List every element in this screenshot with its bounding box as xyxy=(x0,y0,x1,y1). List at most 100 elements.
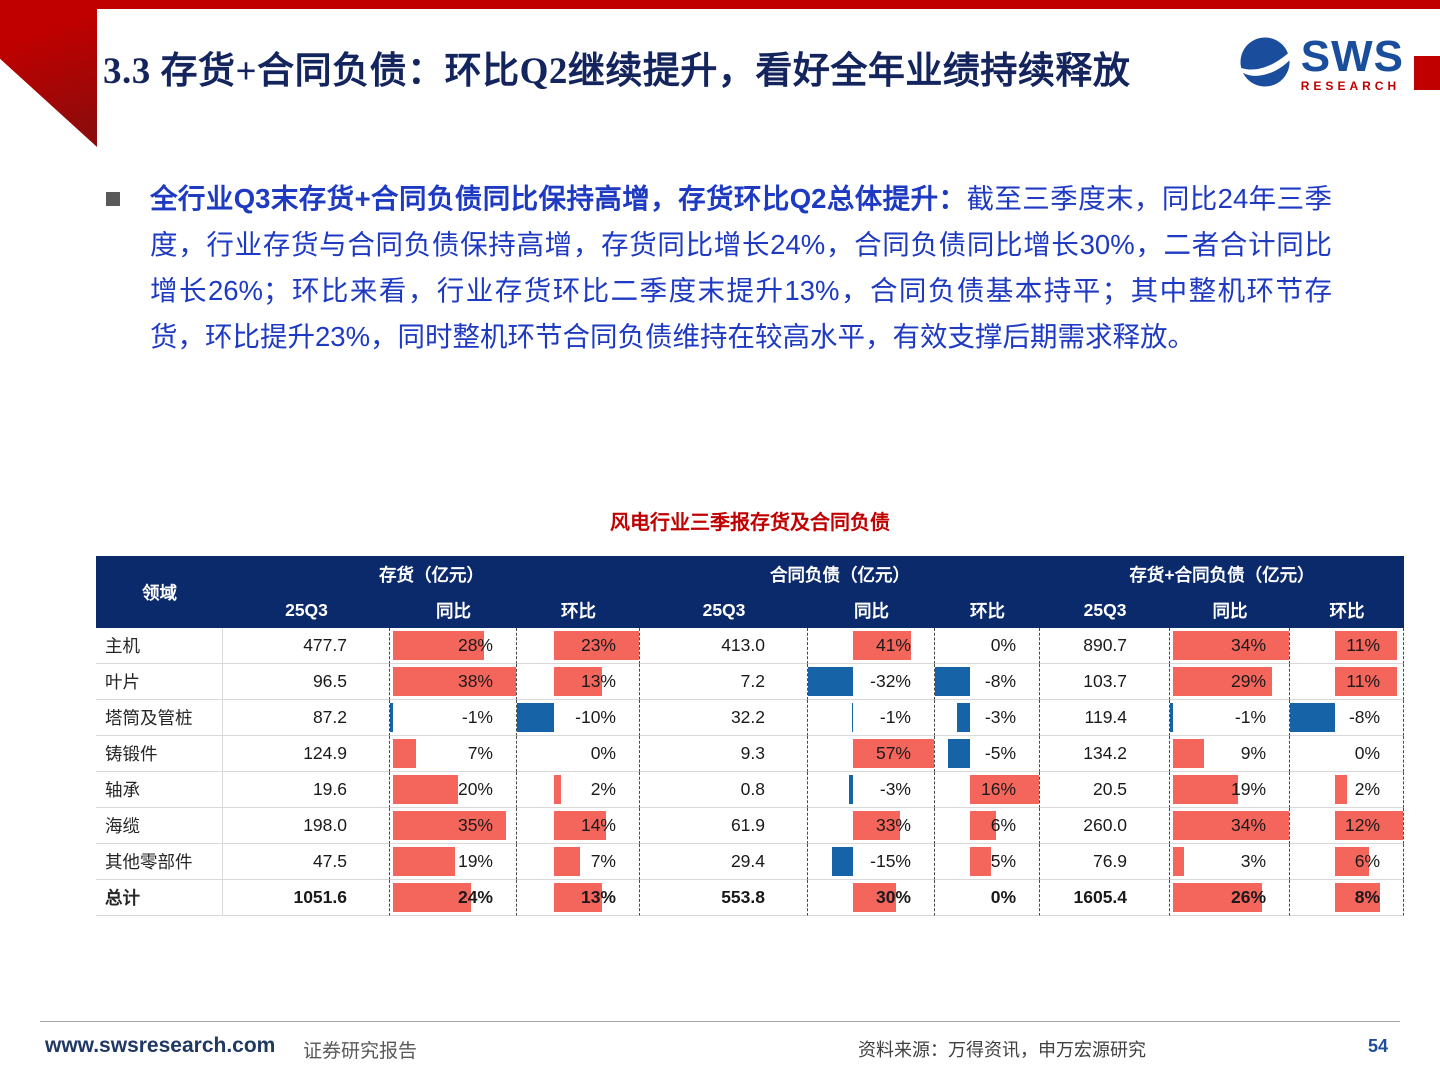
percent-value: 7% xyxy=(590,851,616,871)
value-cell: 61.9 xyxy=(640,808,808,844)
bullet-text: 全行业Q3末存货+合同负债同比保持高增，存货环比Q2总体提升：截至三季度末，同比… xyxy=(150,176,1332,360)
percent-cell: 0% xyxy=(517,736,640,772)
percent-value: -32% xyxy=(870,671,911,691)
row-label: 塔筒及管桩 xyxy=(96,700,223,736)
percent-value: 7% xyxy=(467,743,493,763)
percent-cell: 6% xyxy=(1290,844,1405,880)
percent-value: 6% xyxy=(1354,851,1381,871)
percent-cell: 13% xyxy=(517,880,640,916)
percent-value: 34% xyxy=(1231,635,1267,655)
percent-cell: -10% xyxy=(517,700,640,736)
percent-value: 2% xyxy=(590,779,616,799)
percent-value: 19% xyxy=(457,851,493,871)
percent-cell: 7% xyxy=(390,736,517,772)
percent-value: 19% xyxy=(1231,779,1267,799)
percent-cell: 16% xyxy=(935,772,1041,808)
percent-value: 13% xyxy=(580,887,616,907)
value-cell: 76.9 xyxy=(1040,844,1171,880)
bullet-body: 截至三季度末，同比24年三季度，行业存货与合同负债保持高增，存货同比增长24%，… xyxy=(150,183,1332,352)
column-sub-header: 同比 xyxy=(1170,592,1291,628)
value-cell: 890.7 xyxy=(1040,628,1171,664)
percent-value: 23% xyxy=(580,635,616,655)
footer-report-type: 证券研究报告 xyxy=(303,1041,418,1062)
percent-value: 33% xyxy=(875,815,911,835)
percent-value: -15% xyxy=(870,851,911,871)
data-bar xyxy=(853,631,912,660)
bullet-square-icon xyxy=(106,192,120,206)
percent-value: 24% xyxy=(457,887,493,907)
column-sub-header: 同比 xyxy=(808,592,935,628)
bullet-lead: 全行业Q3末存货+合同负债同比保持高增，存货环比Q2总体提升： xyxy=(150,183,967,214)
percent-value: 3% xyxy=(1240,851,1267,871)
percent-cell: -3% xyxy=(935,700,1041,736)
data-bar xyxy=(1173,631,1290,660)
percent-cell: 11% xyxy=(1290,664,1405,700)
data-bar xyxy=(1173,883,1262,912)
table-row: 总计 1051.6 24% 13% 553.8 30% 0% 1605.4 26% 8% xyxy=(96,880,1405,916)
percent-value: 38% xyxy=(457,671,493,691)
percent-cell: -1% xyxy=(390,700,517,736)
percent-value: 26% xyxy=(1231,887,1267,907)
value-cell: 29.4 xyxy=(640,844,808,880)
data-bar xyxy=(1335,883,1381,912)
column-group-header: 存货（亿元） xyxy=(223,556,640,592)
percent-value: -10% xyxy=(575,707,616,727)
data-bar xyxy=(851,703,854,732)
column-group-header: 合同负债（亿元） xyxy=(640,556,1041,592)
inventory-table: 领域 存货（亿元） 合同负债（亿元） 存货+合同负债（亿元） 25Q3 同比 环比 25Q3… xyxy=(96,556,1405,916)
value-cell: 20.5 xyxy=(1040,772,1171,808)
value-cell: 0.8 xyxy=(640,772,808,808)
percent-value: -3% xyxy=(984,707,1017,727)
footer-divider xyxy=(40,1021,1400,1022)
data-bar xyxy=(393,739,416,768)
percent-cell: 6% xyxy=(935,808,1041,844)
percent-value: 16% xyxy=(981,779,1017,799)
percent-cell: 34% xyxy=(1170,628,1291,664)
percent-value: 6% xyxy=(990,815,1017,835)
data-bar xyxy=(849,775,854,804)
value-cell: 477.7 xyxy=(223,628,390,664)
top-red-strip xyxy=(0,0,1440,9)
column-sub-header: 环比 xyxy=(1290,592,1405,628)
column-group-header: 存货+合同负债（亿元） xyxy=(1040,556,1405,592)
percent-cell: -3% xyxy=(808,772,935,808)
data-bar xyxy=(1173,847,1184,876)
row-label: 其他零部件 xyxy=(96,844,223,880)
percent-value: -1% xyxy=(461,707,493,727)
value-cell: 19.6 xyxy=(223,772,390,808)
value-cell: 260.0 xyxy=(1040,808,1171,844)
data-bar xyxy=(1173,811,1290,840)
data-bar xyxy=(969,811,996,840)
percent-value: 12% xyxy=(1345,815,1381,835)
value-cell: 553.8 xyxy=(640,880,808,916)
value-cell: 413.0 xyxy=(640,628,808,664)
table-row: 主机 477.7 28% 23% 413.0 41% 0% 890.7 34% 11% xyxy=(96,628,1405,664)
data-bar xyxy=(969,775,1040,804)
logo-text: SWS RESEARCH xyxy=(1300,31,1404,93)
value-cell: 1051.6 xyxy=(223,880,390,916)
data-bar xyxy=(553,811,606,840)
percent-cell: 0% xyxy=(935,628,1041,664)
column-sub-header: 环比 xyxy=(517,592,640,628)
value-cell: 1605.4 xyxy=(1040,880,1171,916)
percent-value: 35% xyxy=(457,815,493,835)
value-cell: 124.9 xyxy=(223,736,390,772)
data-bar xyxy=(393,667,516,696)
percent-cell: 20% xyxy=(390,772,517,808)
percent-value: 20% xyxy=(457,779,493,799)
percent-value: -1% xyxy=(1234,707,1267,727)
table-body: 主机 477.7 28% 23% 413.0 41% 0% 890.7 34% 11% 叶片 96.5… xyxy=(96,628,1405,916)
percent-value: 2% xyxy=(1354,779,1381,799)
table-title: 风电行业三季报存货及合同负债 xyxy=(610,512,890,534)
row-label: 铸锻件 xyxy=(96,736,223,772)
percent-cell: 34% xyxy=(1170,808,1291,844)
footer-source: 资料来源：万得资讯，申万宏源研究 xyxy=(858,1040,1146,1060)
percent-value: 5% xyxy=(990,851,1017,871)
row-label: 轴承 xyxy=(96,772,223,808)
logo-name: SWS xyxy=(1300,31,1404,81)
data-bar xyxy=(1335,667,1398,696)
logo-globe-icon xyxy=(1237,34,1293,95)
value-cell: 7.2 xyxy=(640,664,808,700)
data-bar xyxy=(969,847,992,876)
